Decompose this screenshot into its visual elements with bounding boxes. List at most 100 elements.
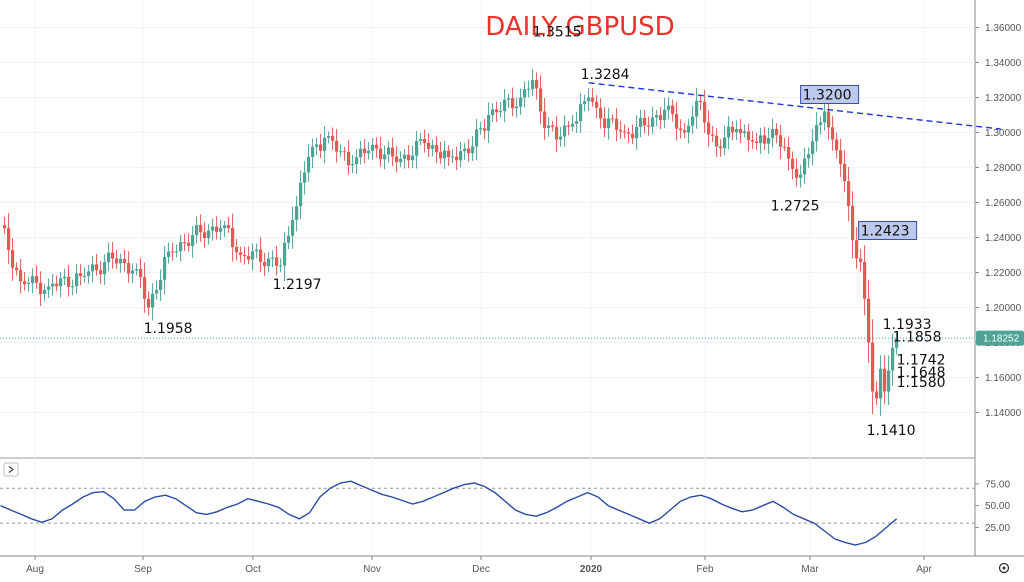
chevron-right-icon xyxy=(8,466,14,473)
candle-body xyxy=(815,124,819,142)
candle-body xyxy=(559,136,563,140)
candle-body xyxy=(287,235,291,243)
candle-body xyxy=(823,111,827,123)
candle-body xyxy=(447,150,451,157)
candle-body xyxy=(19,270,23,282)
candle-body xyxy=(443,150,447,159)
candle-body xyxy=(683,130,687,133)
candle-body xyxy=(63,276,67,279)
candle-body xyxy=(483,128,487,131)
candle-body xyxy=(603,118,607,129)
candle-body xyxy=(215,226,219,232)
candle-body xyxy=(383,154,387,160)
level-label: 1.1958 xyxy=(144,321,193,337)
level-label: 1.1410 xyxy=(867,423,916,439)
candle-body xyxy=(591,97,595,102)
candle-body xyxy=(35,276,39,283)
candle-body xyxy=(623,131,627,133)
candle-body xyxy=(303,172,307,183)
candle-body xyxy=(695,101,699,117)
candle-body xyxy=(351,164,355,166)
x-tick-label: Mar xyxy=(801,564,819,575)
x-tick-label: Oct xyxy=(245,564,261,575)
candle-body xyxy=(583,101,587,105)
candle-body xyxy=(143,277,147,299)
candle-body xyxy=(879,368,883,399)
x-tick-label: Apr xyxy=(916,564,932,575)
candle-body xyxy=(283,242,287,266)
candle-body xyxy=(311,146,315,157)
candle-body xyxy=(99,270,103,275)
candle-body xyxy=(107,252,111,263)
level-label: 1.1580 xyxy=(897,375,946,391)
candle-body xyxy=(811,141,815,155)
candle-body xyxy=(767,137,771,144)
candle-body xyxy=(307,157,311,173)
candle-body xyxy=(279,265,283,267)
candle-body xyxy=(751,140,755,142)
candle-body xyxy=(363,148,367,154)
candle-body xyxy=(615,118,619,130)
last-price-tag-bg xyxy=(976,330,1024,346)
rsi-y-tick-label: 25.00 xyxy=(985,523,1010,534)
candle-body xyxy=(563,125,567,137)
candle-body xyxy=(159,279,163,291)
candle-body xyxy=(515,106,519,109)
candle-body xyxy=(547,125,551,128)
candle-body xyxy=(399,158,403,163)
candle-body xyxy=(747,131,751,141)
settings-button[interactable] xyxy=(998,562,1010,574)
rsi-collapse-button[interactable] xyxy=(3,462,19,477)
candle-body xyxy=(471,146,475,154)
candle-body xyxy=(799,174,803,178)
candle-body xyxy=(723,137,727,149)
candle-body xyxy=(275,257,279,266)
candle-body xyxy=(355,157,359,164)
candle-body xyxy=(439,152,443,159)
candle-body xyxy=(271,257,275,259)
candle-body xyxy=(87,271,91,276)
candle-body xyxy=(739,129,743,134)
candle-body xyxy=(883,368,887,392)
candle-body xyxy=(795,168,799,178)
candle-body xyxy=(199,225,203,233)
candle-body xyxy=(839,150,843,164)
candle-body xyxy=(59,278,63,287)
candle-body xyxy=(427,143,431,149)
candle-body xyxy=(707,122,711,135)
candle-body xyxy=(807,154,811,159)
candle-body xyxy=(31,276,35,284)
candle-body xyxy=(299,182,303,207)
candle-body xyxy=(431,145,435,149)
candle-body xyxy=(507,98,511,100)
candle-body xyxy=(207,230,211,239)
candle-body xyxy=(759,135,763,143)
candle-body xyxy=(571,123,575,127)
rsi-collapse-button-bg[interactable] xyxy=(3,462,19,477)
candle-body xyxy=(39,282,43,295)
candle-body xyxy=(83,275,87,277)
candle-body xyxy=(227,225,231,229)
level-label: 1.1858 xyxy=(893,329,942,345)
candle-body xyxy=(211,226,215,231)
candle-body xyxy=(803,158,807,175)
candle-body xyxy=(511,98,515,109)
candle-body xyxy=(531,80,535,89)
candle-body xyxy=(75,273,79,287)
candle-body xyxy=(123,258,127,264)
candle-body xyxy=(219,228,223,232)
level-label: 1.1742 xyxy=(897,353,946,369)
candle-body xyxy=(415,141,419,156)
y-tick-label: 1.20000 xyxy=(985,303,1022,314)
candle-body xyxy=(435,145,439,153)
candle-body xyxy=(451,156,455,158)
candle-body xyxy=(419,139,423,142)
y-tick-label: 1.32000 xyxy=(985,93,1022,104)
candle-body xyxy=(763,135,767,144)
candle-body xyxy=(895,338,899,348)
level-label: 1.2725 xyxy=(771,199,820,215)
candle-body xyxy=(779,135,783,147)
candle-body xyxy=(519,97,523,107)
